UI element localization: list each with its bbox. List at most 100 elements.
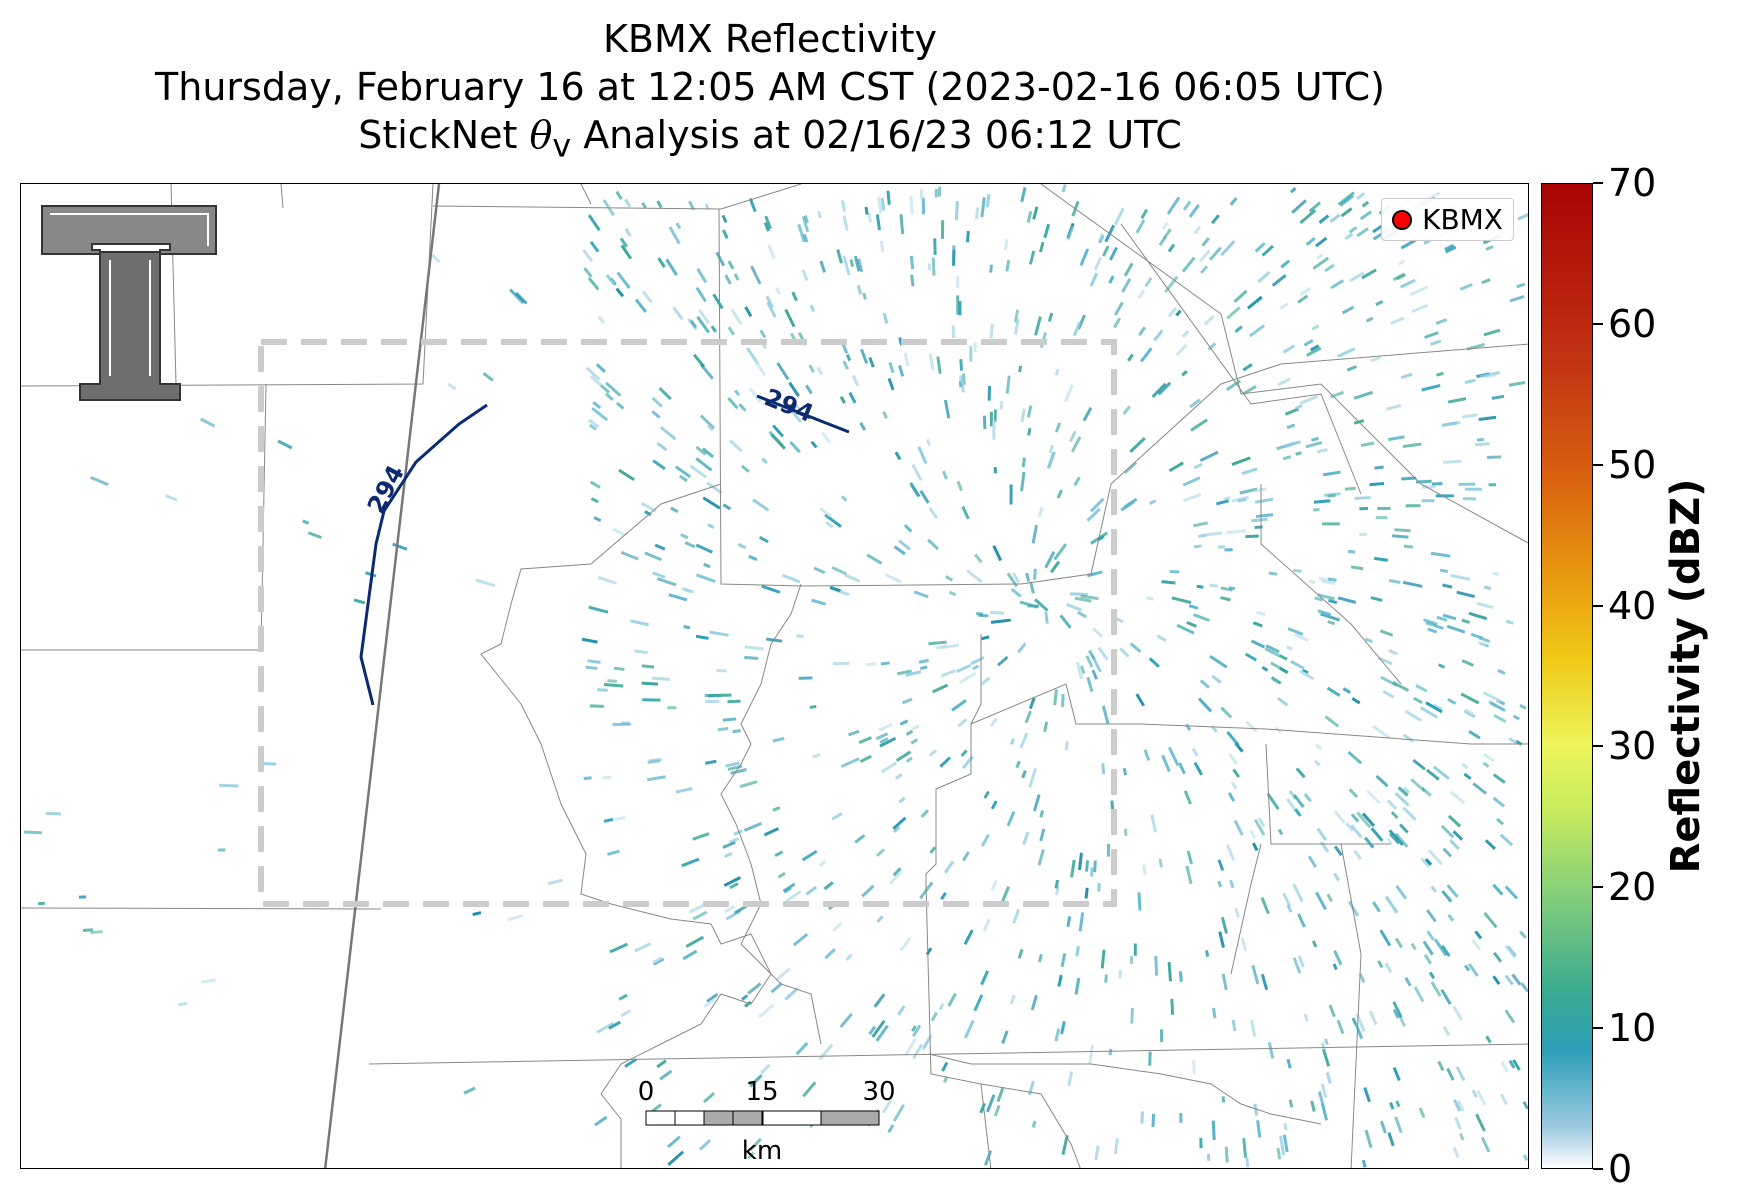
reflectivity-gate (951, 325, 956, 339)
reflectivity-gate (1402, 580, 1423, 588)
reflectivity-gate (1162, 221, 1169, 230)
reflectivity-gate (1220, 586, 1233, 592)
reflectivity-gate (1032, 794, 1041, 812)
reflectivity-gate (658, 387, 672, 401)
reflectivity-gate (1072, 321, 1082, 337)
reflectivity-gate (1297, 294, 1309, 304)
reflectivity-gate (1078, 912, 1085, 932)
reflectivity-gate (987, 385, 992, 401)
colorbar-tick-mark (1593, 182, 1603, 184)
reflectivity-gate (616, 271, 631, 289)
reflectivity-gate (1289, 186, 1297, 194)
reflectivity-gate (1472, 782, 1487, 795)
reflectivity-gate (1325, 1071, 1332, 1084)
reflectivity-gate (1384, 962, 1393, 974)
reflectivity-gate (619, 237, 629, 248)
reflectivity-gate (1123, 262, 1134, 277)
colorbar-tick-label: 70 (1608, 161, 1657, 205)
reflectivity-gate (763, 222, 770, 232)
reflectivity-gate (1192, 1060, 1196, 1075)
reflectivity-gate (1233, 819, 1244, 836)
reflectivity-gate (933, 238, 937, 255)
reflectivity-gate (738, 402, 747, 412)
reflectivity-gate (956, 276, 960, 288)
reflectivity-gate (1392, 1008, 1400, 1019)
reflectivity-gate (1485, 373, 1497, 379)
reflectivity-gate (1232, 768, 1240, 778)
reflectivity-gate (591, 406, 609, 422)
reflectivity-gate (1413, 986, 1425, 1003)
reflectivity-gate (1427, 849, 1443, 866)
reflectivity-gate (667, 1135, 681, 1149)
reflectivity-gate (659, 425, 677, 441)
reflectivity-gate (1483, 753, 1495, 763)
reflectivity-gate (715, 251, 726, 267)
reflectivity-gate (1446, 884, 1459, 898)
reflectivity-gate (1411, 303, 1429, 314)
reflectivity-gate (930, 1011, 938, 1022)
analysis-prefix: StickNet (358, 113, 530, 157)
reflectivity-gate (164, 494, 178, 502)
reflectivity-gate (833, 661, 850, 666)
reflectivity-gate (652, 956, 663, 964)
reflectivity-gate (824, 513, 842, 528)
reflectivity-gate (836, 249, 843, 264)
reflectivity-gate (990, 800, 998, 810)
reflectivity-gate (607, 679, 618, 683)
reflectivity-gate (1321, 1048, 1331, 1067)
radar-map[interactable]: 294 294 KBMX (20, 183, 1529, 1169)
reflectivity-gate (888, 362, 895, 374)
reflectivity-gate (1161, 754, 1171, 773)
reflectivity-gate (605, 381, 622, 397)
reflectivity-gate (1364, 1129, 1373, 1148)
legend-label: KBMX (1422, 203, 1503, 236)
reflectivity-gate (748, 197, 757, 213)
reflectivity-gate (1186, 621, 1197, 628)
reflectivity-gate (1363, 1087, 1371, 1103)
reflectivity-gate (1129, 642, 1142, 653)
reflectivity-gate (1314, 236, 1328, 248)
reflectivity-gate (1084, 887, 1089, 899)
reflectivity-gate (783, 886, 792, 894)
reflectivity-gate (764, 215, 772, 230)
reflectivity-gate (681, 857, 700, 868)
reflectivity-gate (1209, 583, 1218, 588)
reflectivity-gate (1093, 256, 1103, 271)
reflectivity-gate (688, 200, 696, 211)
reflectivity-gate (1137, 289, 1146, 300)
reflectivity-gate (706, 481, 723, 495)
county-border (1140, 723, 1528, 745)
reflectivity-gate (1205, 950, 1210, 957)
reflectivity-gate (696, 268, 708, 284)
reflectivity-gate (1242, 384, 1257, 396)
reflectivity-gate (741, 994, 749, 1001)
reflectivity-gate (515, 291, 528, 305)
reflectivity-gate (1475, 1113, 1486, 1132)
reflectivity-gate (1387, 1132, 1395, 1147)
reflectivity-gate (590, 497, 599, 504)
reflectivity-gate (1492, 773, 1506, 784)
reflectivity-gate (667, 706, 677, 710)
reflectivity-gate (592, 401, 602, 410)
reflectivity-gate (1053, 689, 1058, 706)
reflectivity-gate (1193, 761, 1203, 776)
reflectivity-gate (1201, 237, 1210, 247)
county-border (21, 383, 267, 651)
reflectivity-gate (615, 287, 625, 298)
reflectivity-gate (951, 699, 967, 712)
reflectivity-gate (1224, 548, 1233, 552)
reflectivity-gate (1295, 767, 1306, 779)
reflectivity-gate (1347, 549, 1356, 554)
reflectivity-gate (722, 717, 737, 722)
reflectivity-gate (1336, 347, 1356, 358)
reflectivity-gate (739, 780, 758, 789)
reflectivity-gate (1387, 435, 1405, 442)
reflectivity-gate (1511, 973, 1522, 986)
reflectivity-gate (973, 994, 984, 1012)
reflectivity-gate (760, 1063, 771, 1075)
reflectivity-gate (1061, 693, 1065, 708)
reflectivity-gate (801, 216, 810, 233)
reflectivity-gate (1405, 504, 1421, 508)
reflectivity-gate (729, 439, 743, 453)
county-border (980, 1083, 1081, 1168)
